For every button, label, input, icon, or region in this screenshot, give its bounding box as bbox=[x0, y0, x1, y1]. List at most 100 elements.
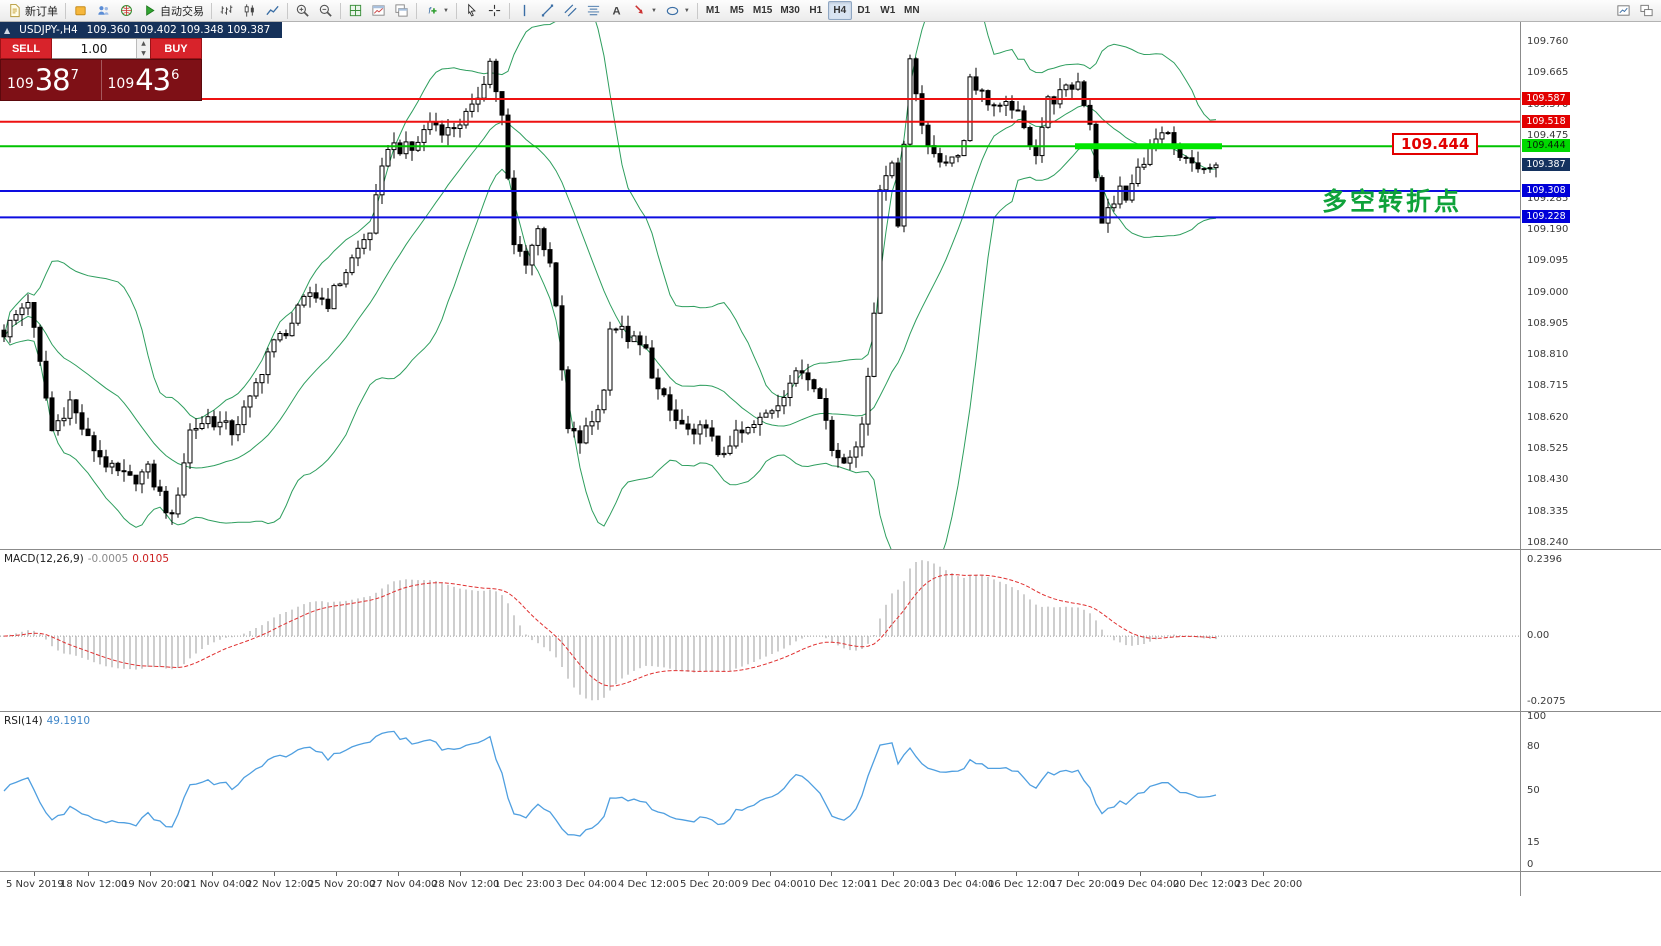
price-level-label[interactable]: 109.518 bbox=[1522, 114, 1570, 128]
time-tick-label: 19 Dec 04:00 bbox=[1112, 879, 1180, 890]
timeframe-m1-button[interactable]: M1 bbox=[701, 1, 725, 20]
vertical-line-button[interactable] bbox=[513, 1, 536, 20]
ohlc-values: 109.360 109.402 109.348 109.387 bbox=[86, 24, 271, 36]
price-level-label[interactable]: 109.587 bbox=[1522, 92, 1570, 106]
text-tool-button[interactable]: A bbox=[605, 1, 628, 20]
favorites-button[interactable] bbox=[69, 1, 92, 20]
separator bbox=[211, 2, 212, 19]
time-tick-mark bbox=[274, 872, 275, 876]
collapse-panel-icon[interactable]: ▲ bbox=[4, 25, 11, 35]
timeframe-w1-button[interactable]: W1 bbox=[876, 1, 900, 20]
panel-separator[interactable] bbox=[0, 549, 1661, 550]
community-button[interactable] bbox=[115, 1, 138, 20]
macd-main-value: -0.0005 bbox=[87, 553, 129, 565]
bid-big-digits: 38 bbox=[34, 62, 71, 97]
shapes-tool-button[interactable]: ▼ bbox=[661, 1, 694, 20]
crosshair-button[interactable] bbox=[483, 1, 506, 20]
tile-windows-button[interactable] bbox=[344, 1, 367, 20]
time-tick-mark bbox=[831, 872, 832, 876]
time-tick-mark bbox=[955, 872, 956, 876]
macd-tick-label: -0.2075 bbox=[1527, 696, 1566, 707]
time-tick-mark bbox=[770, 872, 771, 876]
time-tick-label: 11 Dec 20:00 bbox=[865, 879, 933, 890]
symbol-bar: ▲ USDJPY-,H4 109.360 109.402 109.348 109… bbox=[0, 22, 283, 38]
indicators-button[interactable]: f ▼ bbox=[420, 1, 453, 20]
arrow-tool-button[interactable]: ▼ bbox=[628, 1, 661, 20]
timeframe-d1-button[interactable]: D1 bbox=[852, 1, 876, 20]
timeframe-mn-button[interactable]: MN bbox=[900, 1, 924, 20]
arrange-windows-button[interactable] bbox=[367, 1, 390, 20]
zoom-in-button[interactable] bbox=[291, 1, 314, 20]
timeframe-m30-button[interactable]: M30 bbox=[776, 1, 803, 20]
fibonacci-button[interactable] bbox=[582, 1, 605, 20]
price-level-label[interactable]: 109.444 bbox=[1522, 139, 1570, 153]
window-list-icon bbox=[1640, 4, 1653, 17]
channel-button[interactable] bbox=[559, 1, 582, 20]
ask-pipette: 6 bbox=[171, 67, 180, 83]
caret-down-icon: ▼ bbox=[650, 7, 657, 14]
toolbar: 新订单 自动交易 f ▼ A ▼ ▼ M1 M5 bbox=[0, 0, 1661, 22]
new-chart-button[interactable] bbox=[1612, 1, 1635, 20]
zoom-out-button[interactable] bbox=[314, 1, 337, 20]
accounts-button[interactable] bbox=[92, 1, 115, 20]
timeframe-h1-button[interactable]: H1 bbox=[804, 1, 828, 20]
rsi-tick-label: 50 bbox=[1527, 785, 1540, 796]
chart-window-icon bbox=[372, 5, 385, 16]
candlestick-chart-button[interactable] bbox=[238, 1, 261, 20]
bid-ask-display: 109 38 7 109 43 6 bbox=[0, 59, 202, 101]
turning-point-annotation[interactable]: 多空转折点 bbox=[1322, 187, 1463, 216]
macd-indicator-label: MACD(12,26,9) -0.0005 0.0105 bbox=[4, 553, 169, 565]
bar-chart-button[interactable] bbox=[215, 1, 238, 20]
price-tick-label: 108.240 bbox=[1527, 537, 1569, 548]
time-tick-mark bbox=[1201, 872, 1202, 876]
time-axis[interactable]: 5 Nov 2019 18 Nov 12:00 19 Nov 20:00 21 Nov… bbox=[0, 872, 1661, 896]
timeframe-h4-button[interactable]: H4 bbox=[827, 1, 852, 20]
price-tick-label: 108.905 bbox=[1527, 317, 1569, 329]
price-level-label[interactable]: 109.228 bbox=[1522, 210, 1570, 224]
volume-up-button[interactable]: ▲ bbox=[137, 39, 150, 49]
autotrade-button[interactable]: 自动交易 bbox=[138, 1, 208, 20]
volume-box[interactable]: 1.00 ▲ ▼ bbox=[52, 38, 150, 59]
cascade-windows-button[interactable] bbox=[390, 1, 413, 20]
timeframe-m15-button[interactable]: M15 bbox=[749, 1, 776, 20]
ask-big-digits: 43 bbox=[135, 62, 171, 97]
rsi-tick-label: 80 bbox=[1527, 740, 1540, 752]
volume-value[interactable]: 1.00 bbox=[80, 41, 108, 56]
buy-button[interactable]: BUY bbox=[150, 38, 202, 59]
window-list-button[interactable] bbox=[1635, 1, 1658, 20]
rsi-line bbox=[3, 730, 1217, 837]
price-level-label[interactable]: 109.308 bbox=[1522, 183, 1570, 197]
rsi-tick-label: 100 bbox=[1527, 711, 1547, 722]
price-tick-label: 108.810 bbox=[1527, 349, 1569, 361]
text-tool-icon: A bbox=[612, 6, 620, 18]
time-tick-mark bbox=[34, 872, 35, 876]
price-axis[interactable]: 109.760109.665109.570109.475109.380109.2… bbox=[1520, 22, 1661, 896]
shapes-tool-icon bbox=[666, 6, 679, 16]
time-tick-mark bbox=[1140, 872, 1141, 876]
macd-panel-canvas[interactable] bbox=[0, 550, 1520, 712]
time-tick-label: 10 Dec 12:00 bbox=[803, 879, 871, 890]
cursor-button[interactable] bbox=[460, 1, 483, 20]
tile-windows-icon bbox=[349, 4, 362, 17]
panel-separator[interactable] bbox=[0, 711, 1661, 712]
time-tick-label: 9 Dec 04:00 bbox=[742, 879, 803, 890]
svg-text:f: f bbox=[428, 6, 432, 16]
timeframe-m5-button[interactable]: M5 bbox=[725, 1, 749, 20]
volume-down-button[interactable]: ▼ bbox=[137, 48, 150, 58]
rsi-panel-canvas[interactable] bbox=[0, 712, 1520, 872]
time-tick-label: 23 Dec 20:00 bbox=[1235, 879, 1303, 890]
ask-price[interactable]: 109 43 6 bbox=[100, 60, 202, 100]
trendline-button[interactable] bbox=[536, 1, 559, 20]
vertical-line-icon bbox=[523, 4, 526, 17]
line-chart-button[interactable] bbox=[261, 1, 284, 20]
autotrade-play-icon bbox=[146, 5, 155, 16]
price-chart-canvas[interactable] bbox=[0, 22, 1520, 550]
macd-signal-value: 0.0105 bbox=[132, 553, 170, 565]
candles-layer bbox=[1, 54, 1219, 525]
bid-prefix: 109 bbox=[7, 76, 34, 92]
macd-signal-line bbox=[3, 573, 1217, 687]
bid-price[interactable]: 109 38 7 bbox=[1, 60, 101, 100]
sell-button[interactable]: SELL bbox=[0, 38, 52, 59]
new-order-button[interactable]: 新订单 bbox=[3, 1, 62, 20]
price-callout-109444[interactable]: 109.444 bbox=[1392, 133, 1479, 155]
